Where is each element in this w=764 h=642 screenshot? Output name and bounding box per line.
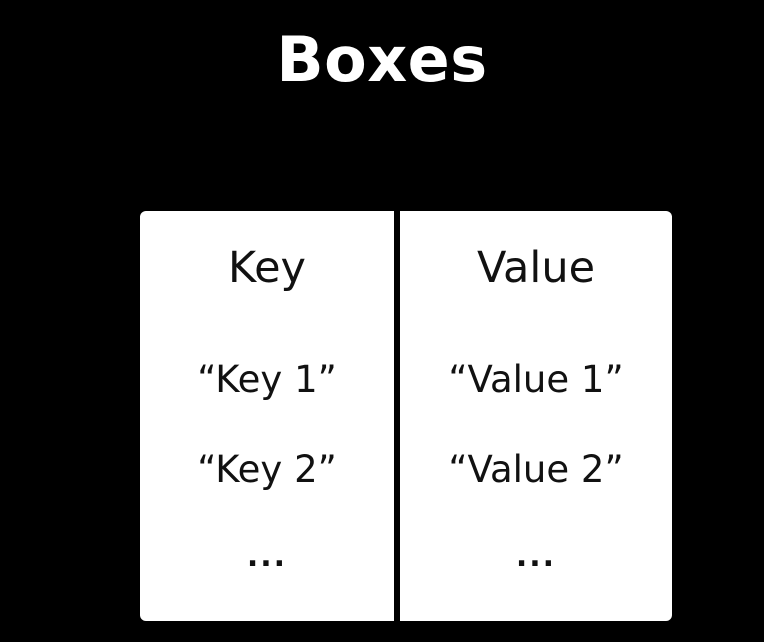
- key-ellipsis: ...: [246, 539, 288, 574]
- value-header: Value: [476, 243, 596, 293]
- value-box: Value “Value 1” “Value 2” ...: [400, 211, 672, 621]
- value-entry: “Value 1”: [448, 358, 624, 401]
- key-box: Key “Key 1” “Key 2” ...: [140, 211, 394, 621]
- key-entry: “Key 2”: [197, 448, 337, 491]
- key-entry: “Key 1”: [197, 358, 337, 401]
- value-ellipsis: ...: [515, 539, 557, 574]
- diagram-title: Boxes: [276, 23, 488, 96]
- key-header: Key: [228, 243, 306, 293]
- value-entry: “Value 2”: [448, 448, 624, 491]
